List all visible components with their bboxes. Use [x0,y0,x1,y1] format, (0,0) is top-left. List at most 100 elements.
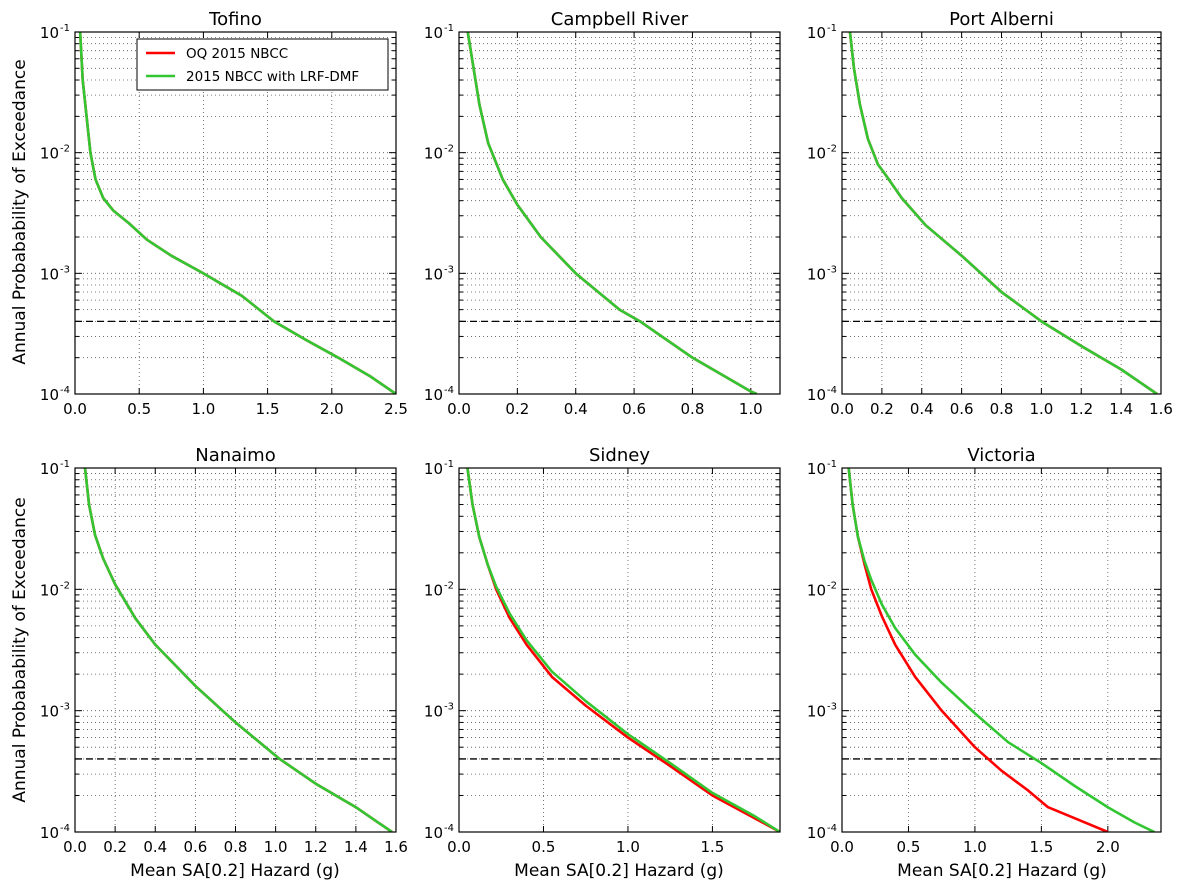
y-tick-exponent: -1 [60,23,70,34]
x-tick-label: 0.0 [63,400,87,418]
panel-3: 0.0 0.2 0.4 0.6 0.8 1.0 1.2 1.4 1.610 -410 -310 -21… [807,9,1173,418]
y-tick-exponent: -4 [827,385,837,396]
panel-5: 0.0 0.5 1.0 1.510-410-310-210-1 Sidney [424,445,781,856]
x-tick-label: 1.4 [1109,400,1133,418]
x-tick-label: 0.2 [870,400,894,418]
y-tick-label: 10 [807,703,826,721]
y-tick-exponent: -3 [827,264,837,275]
y-tick-label: 10 [424,265,443,283]
y-tick-label: 10 [40,824,59,842]
y-tick-exponent: -2 [444,580,454,591]
x-tick-label: 0.4 [910,400,934,418]
y-tick-exponent: -3 [827,702,837,713]
x-axis-label-3: Mean SA[0.2] Hazard (g) [897,861,1107,881]
x-tick-label: 1.6 [1149,400,1173,418]
series-line-nbcc-lrf-dmf [466,32,758,394]
x-tick-label: 0.0 [447,400,471,418]
plot-frame [458,31,781,395]
x-tick-label: 0.0 [63,838,87,856]
x-tick-label: 0.8 [681,400,705,418]
y-tick-exponent: -4 [827,823,837,834]
series-line-nbcc-lrf-dmf [847,468,1155,832]
y-tick-label: 10 [424,24,443,42]
y-tick-label: 10 [424,824,443,842]
panel-title: Campbell River [551,9,689,30]
x-tick-label: 0.0 [830,838,854,856]
x-axis-label-2: Mean SA[0.2] Hazard (g) [514,861,724,881]
x-tick-label: 1.2 [304,838,328,856]
panel-title: Victoria [967,445,1035,466]
x-tick-label: 0.5 [127,400,151,418]
panel-4: 0.0 0.2 0.4 0.6 0.8 1.0 1.2 1.4 1.610 -410 -310 -21… [40,445,408,856]
x-tick-label: 1.0 [1029,400,1053,418]
plot-frame [74,467,397,833]
x-tick-label: 1.0 [616,838,640,856]
panel-title: Sidney [589,445,650,466]
x-tick-label: 0.2 [505,400,529,418]
panel-6: 0.0 0.5 1.0 1.5 2.010-410-310-210-1 Victoria [807,445,1162,856]
plot-frame [458,467,781,833]
y-tick-label: 10 [424,703,443,721]
x-tick-label: 0.0 [830,400,854,418]
y-tick-exponent: -1 [444,459,454,470]
y-tick-label: 10 [424,460,443,478]
x-tick-label: 0.5 [897,838,921,856]
x-tick-label: 0.6 [950,400,974,418]
series-line-nbcc-lrf-dmf [83,468,393,832]
x-tick-label: 0.6 [622,400,646,418]
legend-entry: 2015 NBCC with LRF-DMF [186,69,359,85]
x-tick-label: 0.4 [564,400,588,418]
y-tick-label: 10 [807,145,826,163]
y-tick-exponent: -3 [60,264,70,275]
x-tick-label: 0.0 [447,838,471,856]
x-tick-label: 1.5 [256,400,280,418]
x-tick-label: 0.8 [224,838,248,856]
plot-frame [841,31,1162,395]
x-tick-label: 0.4 [143,838,167,856]
y-tick-label: 10 [424,386,443,404]
x-tick-label: 0.2 [103,838,127,856]
x-tick-label: 1.0 [739,400,763,418]
y-tick-exponent: -2 [60,144,70,155]
y-tick-exponent: -4 [60,823,70,834]
y-tick-label: 10 [807,265,826,283]
y-tick-label: 10 [807,24,826,42]
y-tick-label: 10 [40,386,59,404]
y-tick-exponent: -2 [444,144,454,155]
y-tick-exponent: -4 [444,823,454,834]
x-tick-label: 0.6 [183,838,207,856]
series-line-nbcc-lrf-dmf [848,32,1158,394]
y-tick-label: 10 [424,581,443,599]
x-tick-label: 0.8 [990,400,1014,418]
y-tick-label: 10 [40,265,59,283]
y-tick-exponent: -1 [827,23,837,34]
x-tick-label: 1.0 [963,838,987,856]
y-axis-label-bottom: Annual Probabability of Exceedance [10,497,30,802]
y-axis-label-top: Annual Probabability of Exceedance [10,59,30,364]
series-line-nbcc-lrf-dmf [466,468,780,832]
y-tick-label: 10 [424,145,443,163]
y-tick-exponent: -3 [444,264,454,275]
y-tick-exponent: -1 [60,459,70,470]
legend-entry: OQ 2015 NBCC [186,46,288,62]
panel-title: Nanaimo [195,445,275,466]
y-tick-exponent: -1 [444,23,454,34]
panels-group: 0.0 0.5 1.0 1.5 2.0 2.510-410-310-210-1 Tofino… [40,9,1173,856]
panel-title: Tofino [208,9,262,30]
plot-frame [74,31,397,395]
y-tick-exponent: -4 [60,385,70,396]
y-tick-exponent: -4 [444,385,454,396]
x-tick-label: 2.0 [1096,838,1120,856]
y-tick-label: 10 [807,386,826,404]
x-tick-label: 1.0 [191,400,215,418]
x-tick-label: 1.4 [344,838,368,856]
series-line-nbcc-lrf-dmf [78,32,396,394]
y-tick-label: 10 [40,703,59,721]
panel-title: Port Alberni [949,9,1054,30]
x-tick-label: 2.0 [320,400,344,418]
y-tick-label: 10 [40,460,59,478]
panel-1: 0.0 0.5 1.0 1.5 2.0 2.510-410-310-210-1 Tofino… [40,9,408,418]
x-tick-label: 0.5 [532,838,556,856]
